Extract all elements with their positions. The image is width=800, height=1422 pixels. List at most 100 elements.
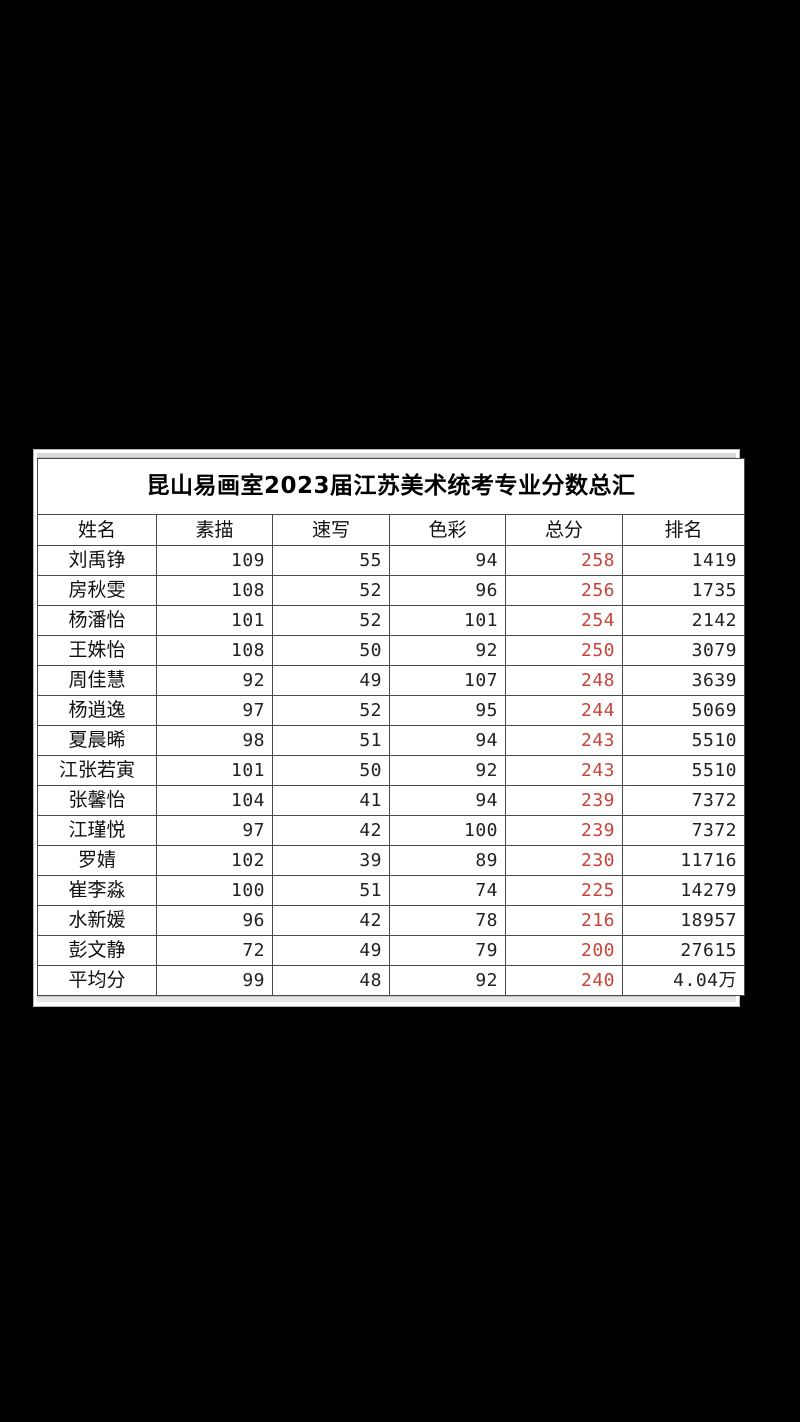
cell-sketch: 92 [156,665,273,696]
table-row: 崔李淼 100 51 74 225 14279 [37,875,746,906]
cell-speed: 51 [272,725,390,756]
cell-total: 243 [505,725,623,756]
cell-sketch: 100 [156,875,273,906]
cell-name: 彭文静 [37,935,157,966]
cell-sketch: 97 [156,815,273,846]
cell-sketch: 109 [156,545,273,576]
cell-total: 200 [505,935,623,966]
sheet-top-edge [37,453,736,458]
cell-rank: 2142 [621,605,746,636]
cell-rank: 7372 [621,815,746,846]
table-title: 昆山易画室2023届江苏美术统考专业分数总汇 [36,458,746,515]
cell-speed: 49 [272,665,390,696]
cell-color: 94 [389,545,506,576]
cell-rank: 7372 [621,785,746,816]
cell-speed: 51 [272,875,390,906]
cell-sketch: 99 [156,965,273,996]
cell-total: 239 [505,785,623,816]
cell-sketch: 98 [156,725,273,756]
cell-name: 平均分 [37,965,157,996]
cell-color: 94 [389,785,506,816]
cell-sketch: 108 [156,575,273,606]
cell-sketch: 102 [156,845,273,876]
cell-name: 杨潘怡 [37,605,157,636]
table-row: 房秋雯 108 52 96 256 1735 [37,575,746,606]
cell-rank: 4.04万 [621,965,746,996]
cell-rank: 5510 [621,755,746,786]
cell-name: 王姝怡 [37,635,157,666]
cell-color: 74 [389,875,506,906]
cell-color: 89 [389,845,506,876]
cell-total: 258 [505,545,623,576]
cell-sketch: 101 [156,605,273,636]
table-row: 刘禹铮 109 55 94 258 1419 [37,545,746,576]
column-header: 速写 [272,514,390,546]
cell-sketch: 101 [156,755,273,786]
cell-speed: 48 [272,965,390,996]
cell-speed: 41 [272,785,390,816]
cell-color: 96 [389,575,506,606]
cell-rank: 1735 [621,575,746,606]
cell-sketch: 96 [156,905,273,936]
cell-rank: 1419 [621,545,746,576]
cell-color: 92 [389,755,506,786]
cell-total: 225 [505,875,623,906]
cell-speed: 50 [272,755,390,786]
spreadsheet-capture: 昆山易画室2023届江苏美术统考专业分数总汇 姓名 素描 速写 色彩 总分 排名 刘禹铮 109… [33,449,746,1007]
cell-rank: 18957 [621,905,746,936]
column-header: 姓名 [37,514,157,546]
cell-total: 239 [505,815,623,846]
cell-total: 230 [505,845,623,876]
cell-color: 92 [389,965,506,996]
table-row: 王姝怡 108 50 92 250 3079 [37,635,746,666]
cell-color: 100 [389,815,506,846]
table-row: 夏晨晞 98 51 94 243 5510 [37,725,746,756]
scores-table: 昆山易画室2023届江苏美术统考专业分数总汇 姓名 素描 速写 色彩 总分 排名 刘禹铮 109… [36,458,746,996]
cell-rank: 11716 [621,845,746,876]
cell-speed: 42 [272,905,390,936]
cell-color: 94 [389,725,506,756]
cell-name: 周佳慧 [37,665,157,696]
cell-speed: 42 [272,815,390,846]
scores-table-body: 昆山易画室2023届江苏美术统考专业分数总汇 姓名 素描 速写 色彩 总分 排名 刘禹铮 109… [36,458,746,996]
cell-total: 244 [505,695,623,726]
cell-color: 95 [389,695,506,726]
table-row: 江瑾悦 97 42 100 239 7372 [37,815,746,846]
table-row: 杨逍逸 97 52 95 244 5069 [37,695,746,726]
cell-name: 张馨怡 [37,785,157,816]
cell-total: 256 [505,575,623,606]
cell-rank: 14279 [621,875,746,906]
cell-name: 夏晨晞 [37,725,157,756]
cell-color: 107 [389,665,506,696]
cell-sketch: 104 [156,785,273,816]
cell-name: 杨逍逸 [37,695,157,726]
cell-color: 79 [389,935,506,966]
cell-total: 240 [505,965,623,996]
cell-speed: 55 [272,545,390,576]
table-row: 平均分 99 48 92 240 4.04万 [37,965,746,996]
table-row: 罗婧 102 39 89 230 11716 [37,845,746,876]
cell-name: 房秋雯 [37,575,157,606]
column-header: 排名 [621,514,746,546]
column-header: 素描 [156,514,273,546]
table-row: 张馨怡 104 41 94 239 7372 [37,785,746,816]
cell-total: 248 [505,665,623,696]
cell-rank: 5510 [621,725,746,756]
table-row: 杨潘怡 101 52 101 254 2142 [37,605,746,636]
cell-total: 250 [505,635,623,666]
table-row: 水新媛 96 42 78 216 18957 [37,905,746,936]
cell-name: 刘禹铮 [37,545,157,576]
cell-rank: 3079 [621,635,746,666]
cell-total: 254 [505,605,623,636]
cell-total: 243 [505,755,623,786]
cell-rank: 3639 [621,665,746,696]
column-header: 色彩 [389,514,506,546]
table-header-row: 姓名 素描 速写 色彩 总分 排名 [37,514,746,546]
cell-speed: 52 [272,695,390,726]
cell-rank: 27615 [621,935,746,966]
sheet-bottom-edge [37,996,736,1002]
cell-sketch: 108 [156,635,273,666]
cell-rank: 5069 [621,695,746,726]
cell-total: 216 [505,905,623,936]
